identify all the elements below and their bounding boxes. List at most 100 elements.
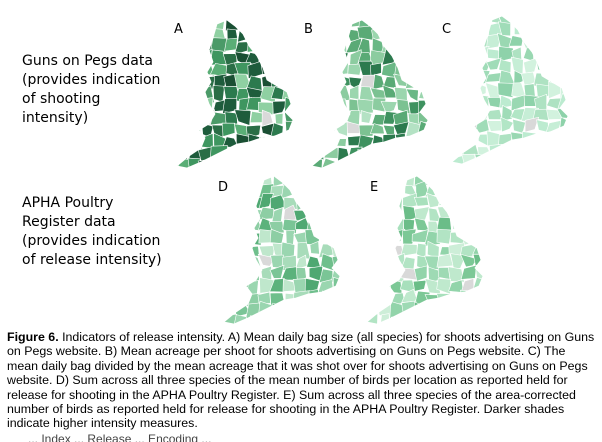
county-region: [312, 61, 328, 77]
county-region: [202, 48, 213, 67]
county-region: [498, 21, 511, 37]
county-region: [452, 109, 466, 122]
county-region: [436, 228, 452, 245]
county-region: [547, 153, 562, 164]
county-region: [536, 22, 550, 36]
county-region: [319, 195, 336, 211]
county-region: [436, 302, 451, 320]
county-region: [329, 230, 340, 246]
county-region: [322, 87, 335, 103]
county-region: [367, 196, 370, 211]
county-region: [353, 253, 367, 269]
county-region: [325, 109, 339, 126]
cut-off-text: ... Index ... Release ... Encoding ...: [28, 432, 212, 442]
county-region: [569, 117, 580, 130]
county-region: [307, 195, 321, 210]
county-region: [312, 75, 313, 91]
county-region: [404, 41, 424, 55]
county-region: [460, 70, 479, 87]
county-region: [330, 316, 340, 324]
county-region: [452, 56, 455, 74]
county-region: [258, 146, 275, 162]
county-region: [212, 303, 224, 318]
county-region: [224, 279, 237, 294]
county-region: [453, 16, 467, 27]
county-region: [367, 291, 382, 308]
label-line: (provides indication: [22, 72, 161, 88]
county-region: [368, 183, 380, 197]
county-region: [377, 264, 394, 284]
county-region: [451, 314, 466, 324]
county-region: [536, 167, 549, 170]
county-region: [569, 72, 580, 87]
county-region: [440, 48, 450, 61]
county-region: [395, 20, 412, 31]
county-region: [319, 176, 333, 187]
panel-letter-b: B: [304, 22, 313, 37]
county-region: [224, 253, 240, 271]
county-region: [248, 133, 265, 151]
county-region: [417, 134, 428, 151]
county-region: [285, 120, 293, 137]
county-region: [452, 118, 455, 135]
county-region: [452, 70, 467, 84]
county-region: [523, 83, 536, 97]
county-region: [452, 23, 453, 39]
county-region: [258, 39, 275, 53]
county-region: [558, 22, 568, 36]
county-region: [224, 207, 238, 221]
county-region: [312, 85, 313, 104]
guns-on-pegs-label: Guns on Pegs data (provides indication o…: [22, 52, 162, 128]
county-region: [418, 146, 428, 162]
county-region: [317, 219, 333, 235]
county-region: [521, 16, 537, 25]
county-region: [522, 153, 539, 164]
county-region: [367, 218, 369, 235]
county-region: [312, 146, 313, 159]
county-region: [464, 165, 479, 170]
county-region: [224, 270, 227, 280]
county-region: [322, 74, 337, 92]
county-region: [393, 86, 408, 102]
county-region: [329, 305, 340, 320]
county-region: [501, 144, 514, 158]
county-region: [234, 109, 252, 126]
county-region: [312, 124, 314, 139]
county-region: [297, 313, 311, 324]
figure-caption: Figure 6. Indicators of release intensit…: [7, 330, 597, 431]
county-region: [284, 96, 293, 114]
county-region: [369, 258, 379, 271]
county-region: [377, 180, 391, 198]
county-region: [322, 96, 340, 113]
county-region: [536, 142, 549, 159]
county-region: [546, 20, 563, 38]
county-region: [370, 62, 382, 77]
county-region: [430, 98, 440, 113]
county-region: [418, 85, 428, 101]
county-region: [244, 176, 259, 186]
county-region: [221, 122, 236, 137]
county-region: [486, 120, 503, 132]
county-region: [234, 20, 253, 29]
county-region: [462, 206, 475, 221]
county-region: [177, 145, 191, 162]
county-region: [224, 229, 226, 244]
county-region: [380, 192, 395, 212]
county-region: [431, 111, 440, 125]
county-region: [431, 147, 440, 162]
panel-letter-a: A: [174, 22, 183, 37]
county-region: [471, 229, 483, 247]
county-region: [188, 172, 199, 174]
county-region: [572, 105, 580, 121]
county-region: [319, 184, 336, 199]
county-region: [177, 136, 192, 148]
county-region: [330, 196, 340, 209]
county-region: [269, 278, 285, 293]
county-region: [416, 62, 428, 78]
map-c: [440, 15, 580, 170]
county-region: [408, 133, 421, 151]
county-region: [414, 206, 431, 222]
county-region: [559, 131, 568, 147]
county-region: [381, 20, 399, 31]
county-region: [510, 140, 527, 160]
